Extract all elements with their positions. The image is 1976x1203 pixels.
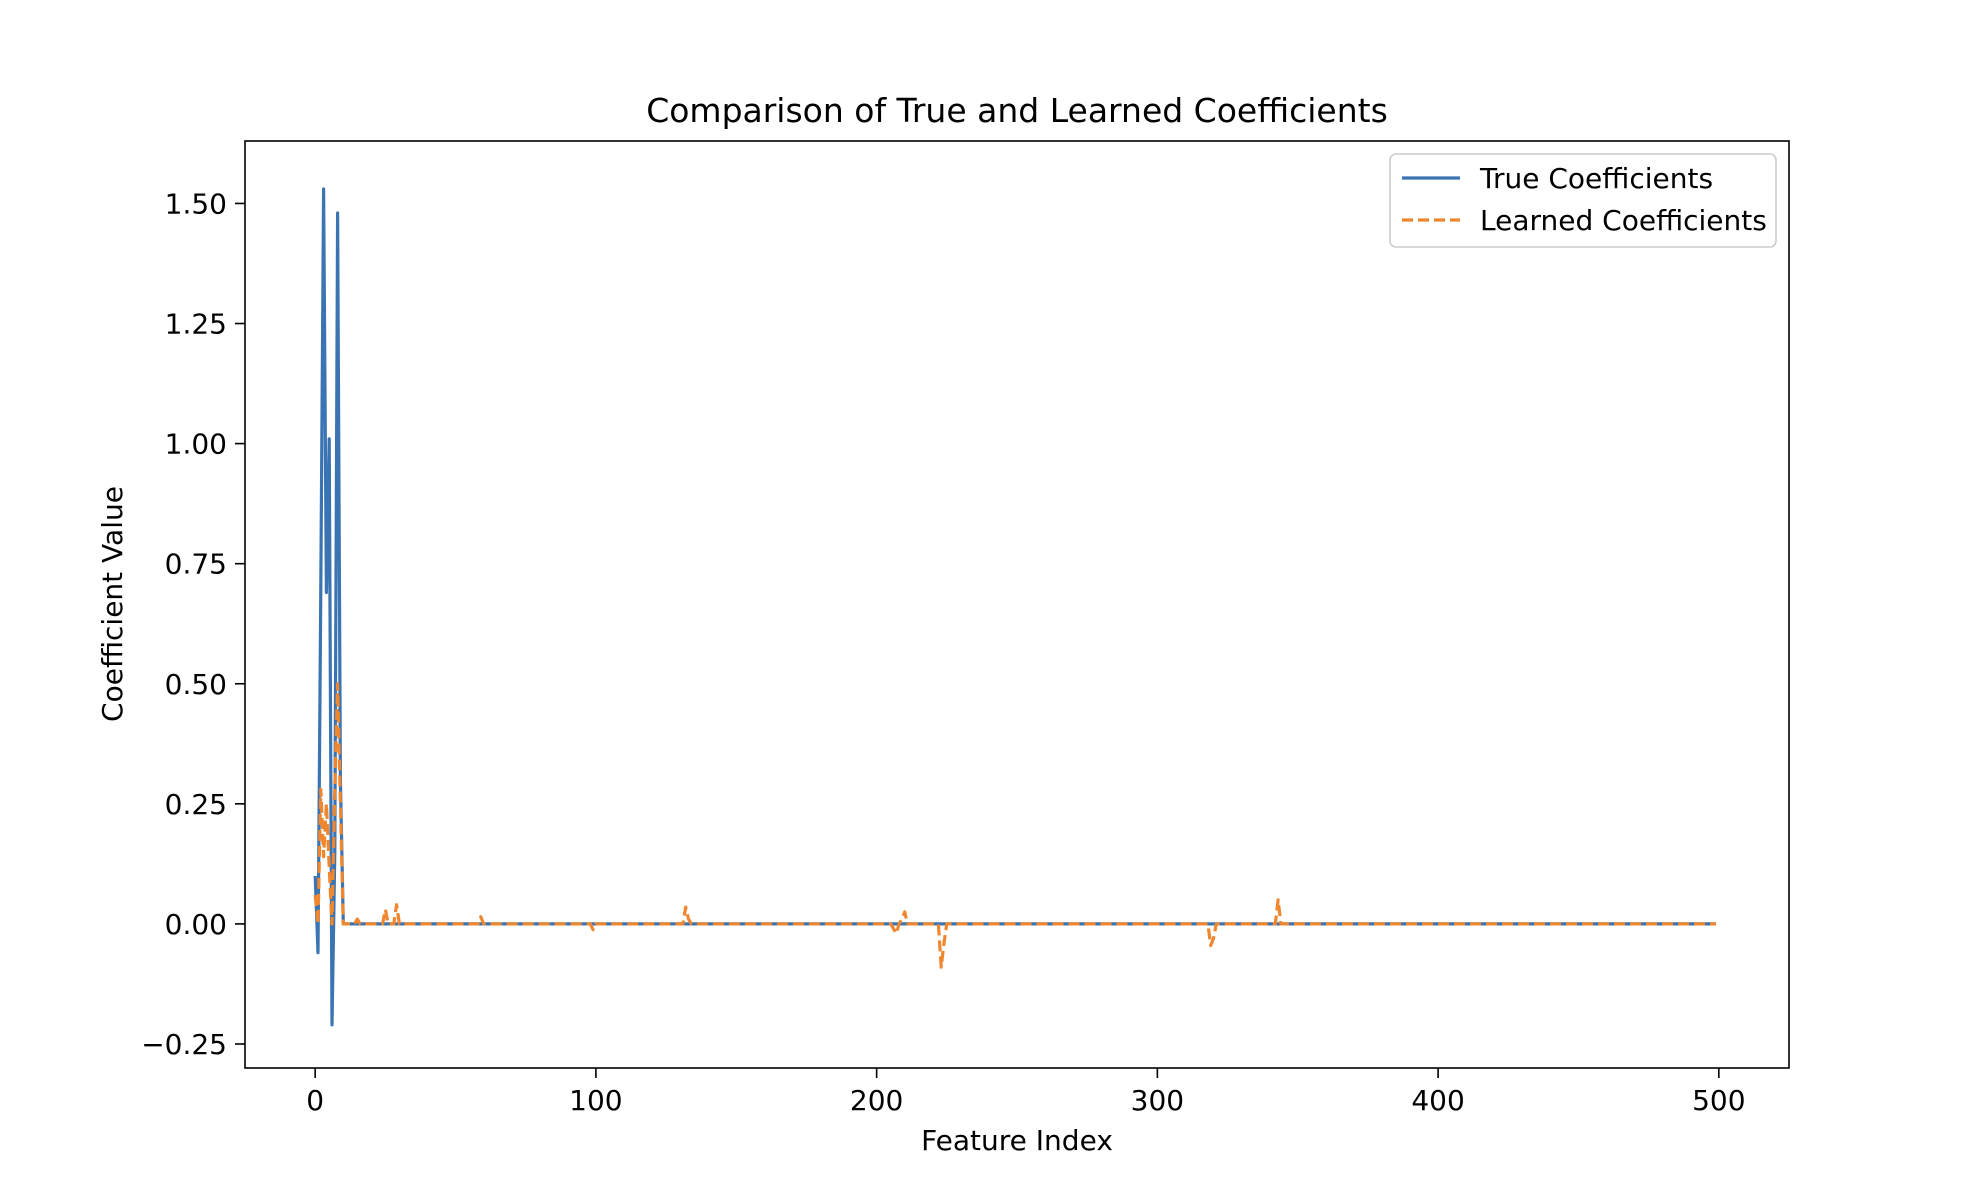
chart-title: Comparison of True and Learned Coefficie… — [646, 91, 1388, 130]
legend-label-true: True Coefficients — [1479, 162, 1713, 195]
y-tick-label: 0.50 — [165, 668, 227, 701]
y-tick-label: 1.00 — [165, 428, 227, 461]
y-tick-label: 0.00 — [165, 908, 227, 941]
ticks-layer: 0 100 200 300 400 500 −0.25 0.00 0.25 0.50 0.75 1.0… — [141, 187, 1745, 1117]
legend-label-learned: Learned Coefficients — [1480, 204, 1767, 237]
y-tick-label: 0.25 — [165, 788, 227, 821]
x-tick-label: 200 — [850, 1084, 903, 1117]
series-line-true — [313, 187, 1716, 1027]
y-axis-label: Coefficient Value — [96, 486, 129, 722]
x-axis-label: Feature Index — [921, 1124, 1113, 1157]
x-tick-label: 400 — [1411, 1084, 1464, 1117]
y-tick-label: 1.25 — [165, 308, 227, 341]
x-tick-label: 0 — [306, 1084, 324, 1117]
series-line-learned — [313, 682, 1716, 969]
x-tick-label: 500 — [1692, 1084, 1745, 1117]
legend: True Coefficients Learned Coefficients — [1389, 153, 1777, 248]
y-tick-label: 0.75 — [165, 548, 227, 581]
legend-box — [1389, 153, 1777, 248]
series-layer — [313, 187, 1716, 1027]
plot-area-frame — [244, 140, 1790, 1069]
x-tick-label: 300 — [1131, 1084, 1184, 1117]
x-tick-label: 100 — [569, 1084, 622, 1117]
y-tick-label: 1.50 — [165, 187, 227, 220]
y-tick-label: −0.25 — [141, 1028, 227, 1061]
